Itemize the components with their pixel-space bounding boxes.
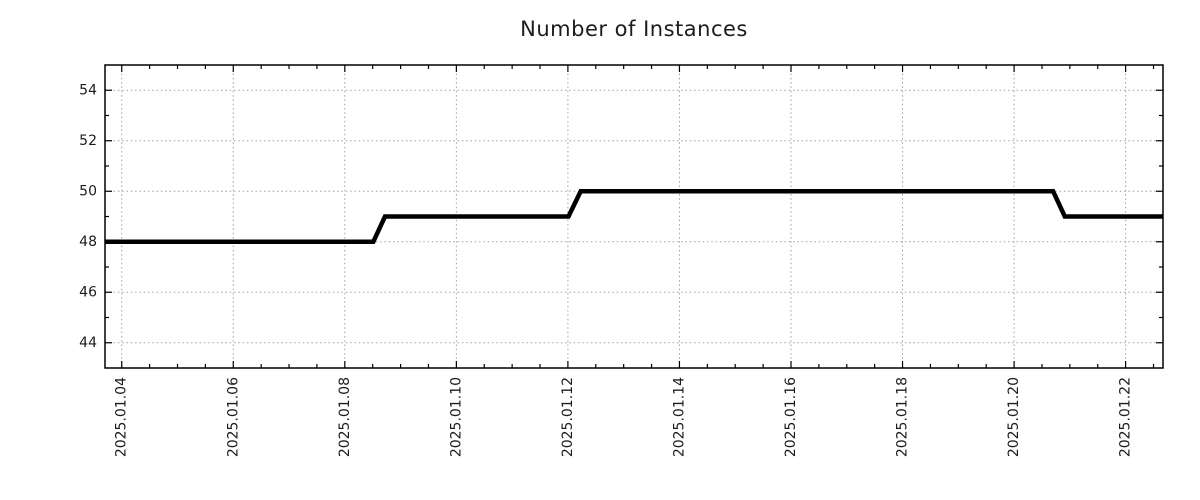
y-tick-label: 54 bbox=[79, 82, 97, 98]
y-tick-label: 44 bbox=[79, 335, 97, 351]
x-tick-label: 2025.01.16 bbox=[783, 377, 799, 457]
x-tick-label: 2025.01.06 bbox=[225, 377, 241, 457]
y-tick-label: 46 bbox=[79, 284, 97, 300]
x-tick-label: 2025.01.08 bbox=[337, 377, 353, 457]
x-tick-label: 2025.01.18 bbox=[895, 377, 911, 457]
y-tick-label: 50 bbox=[79, 183, 97, 199]
chart-title: Number of Instances bbox=[520, 17, 748, 41]
x-tick-label: 2025.01.22 bbox=[1118, 377, 1134, 457]
plot-border bbox=[104, 64, 1164, 369]
y-tick-label: 48 bbox=[79, 234, 97, 250]
x-tick-label: 2025.01.12 bbox=[560, 377, 576, 457]
x-tick-label: 2025.01.10 bbox=[448, 377, 464, 457]
data-line-instances bbox=[105, 189, 1163, 245]
x-tick-label: 2025.01.20 bbox=[1006, 377, 1022, 457]
x-tick-label: 2025.01.14 bbox=[671, 377, 687, 457]
y-tick-label: 52 bbox=[79, 133, 97, 149]
x-tick-label: 2025.01.04 bbox=[114, 377, 130, 457]
